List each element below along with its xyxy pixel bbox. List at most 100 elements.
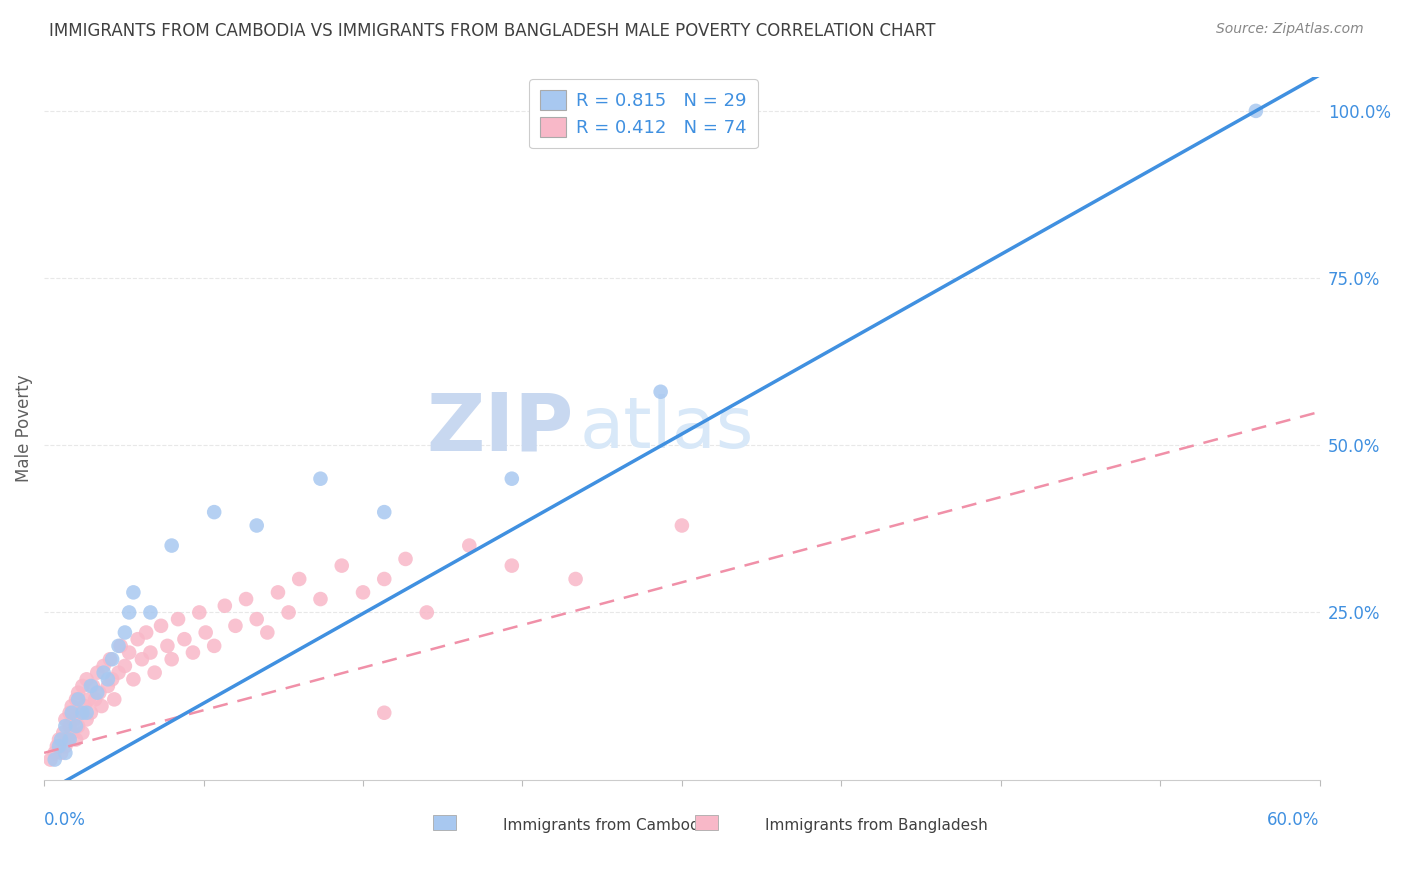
Point: [65, 719, 87, 733]
Point: [53, 739, 76, 754]
Point: [98, 652, 121, 666]
Point: [309, 592, 332, 607]
Point: [73, 699, 96, 714]
Text: Source: ZipAtlas.com: Source: ZipAtlas.com: [1216, 22, 1364, 37]
Point: [76, 673, 98, 687]
Point: [373, 572, 395, 586]
Point: [139, 606, 162, 620]
Point: [267, 585, 290, 599]
Point: [167, 612, 190, 626]
Point: [181, 646, 204, 660]
Point: [150, 619, 173, 633]
Point: [90, 699, 112, 714]
Point: [60, 726, 83, 740]
Text: atlas: atlas: [579, 394, 754, 463]
Point: [101, 652, 124, 666]
Point: [39, 753, 62, 767]
Point: [194, 625, 217, 640]
Point: [256, 625, 278, 640]
Point: [330, 558, 353, 573]
Point: [101, 673, 124, 687]
Text: Immigrants from Cambodia: Immigrants from Cambodia: [503, 818, 714, 833]
Point: [53, 713, 76, 727]
Point: [110, 639, 132, 653]
Point: [77, 692, 100, 706]
Point: [49, 732, 72, 747]
Text: ZIP: ZIP: [426, 390, 574, 467]
Point: [76, 713, 98, 727]
Point: [80, 706, 103, 720]
Point: [173, 632, 195, 647]
Point: [202, 505, 225, 519]
Point: [135, 625, 157, 640]
Text: 60.0%: 60.0%: [1267, 811, 1320, 830]
Point: [214, 599, 236, 613]
Point: [93, 659, 115, 673]
Point: [86, 686, 108, 700]
Point: [72, 679, 94, 693]
Point: [53, 719, 76, 733]
Point: [60, 699, 83, 714]
Point: [143, 665, 166, 680]
Point: [246, 518, 269, 533]
Point: [416, 606, 439, 620]
Point: [84, 692, 107, 706]
Point: [373, 706, 395, 720]
Point: [56, 732, 79, 747]
Point: [103, 692, 125, 706]
Legend: R = 0.815   N = 29, R = 0.412   N = 74: R = 0.815 N = 29, R = 0.412 N = 74: [530, 79, 758, 148]
Point: [65, 732, 87, 747]
Point: [139, 646, 162, 660]
Point: [352, 585, 374, 599]
Point: [188, 606, 211, 620]
Point: [122, 673, 145, 687]
Point: [122, 585, 145, 599]
Point: [107, 665, 129, 680]
Point: [107, 639, 129, 653]
Point: [277, 606, 299, 620]
Point: [59, 706, 82, 720]
Point: [89, 686, 111, 700]
Point: [67, 692, 90, 706]
Point: [76, 706, 98, 720]
Point: [59, 719, 82, 733]
Point: [160, 539, 183, 553]
Point: [288, 572, 311, 586]
Point: [67, 719, 90, 733]
Point: [235, 592, 257, 607]
Point: [671, 518, 693, 533]
Point: [48, 739, 70, 754]
Text: Immigrants from Bangladesh: Immigrants from Bangladesh: [765, 818, 987, 833]
Point: [114, 659, 136, 673]
Bar: [695, 814, 717, 830]
Point: [82, 679, 104, 693]
Point: [80, 679, 103, 693]
Point: [114, 625, 136, 640]
Point: [224, 619, 246, 633]
Point: [650, 384, 672, 399]
Bar: [433, 814, 456, 830]
Point: [65, 692, 87, 706]
Point: [69, 706, 91, 720]
Point: [44, 753, 66, 767]
Point: [72, 726, 94, 740]
Point: [60, 706, 83, 720]
Point: [49, 746, 72, 760]
Point: [458, 539, 481, 553]
Point: [202, 639, 225, 653]
Point: [45, 739, 67, 754]
Point: [127, 632, 149, 647]
Y-axis label: Male Poverty: Male Poverty: [15, 375, 32, 483]
Point: [53, 746, 76, 760]
Point: [118, 606, 141, 620]
Point: [501, 472, 523, 486]
Point: [67, 686, 90, 700]
Point: [156, 639, 179, 653]
Point: [48, 732, 70, 747]
Point: [86, 665, 108, 680]
Point: [52, 726, 75, 740]
Text: IMMIGRANTS FROM CAMBODIA VS IMMIGRANTS FROM BANGLADESH MALE POVERTY CORRELATION : IMMIGRANTS FROM CAMBODIA VS IMMIGRANTS F…: [49, 22, 936, 40]
Point: [63, 713, 86, 727]
Point: [246, 612, 269, 626]
Point: [564, 572, 586, 586]
